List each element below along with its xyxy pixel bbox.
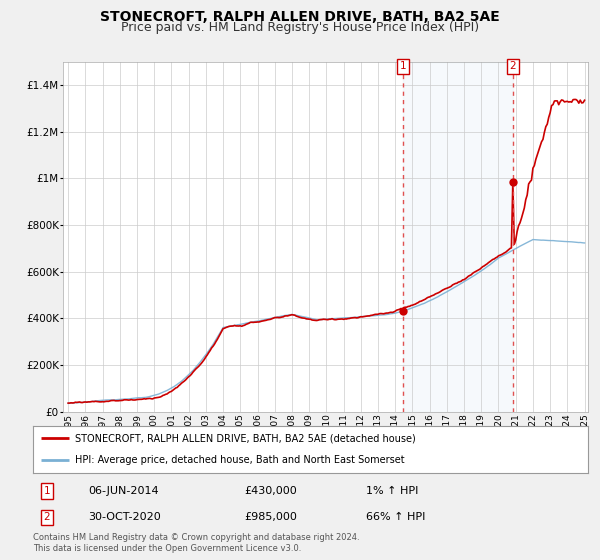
Text: 1: 1 <box>400 61 406 71</box>
Text: £430,000: £430,000 <box>244 486 296 496</box>
Text: 30-OCT-2020: 30-OCT-2020 <box>89 512 161 522</box>
Text: 66% ↑ HPI: 66% ↑ HPI <box>366 512 425 522</box>
Text: 1% ↑ HPI: 1% ↑ HPI <box>366 486 418 496</box>
Text: HPI: Average price, detached house, Bath and North East Somerset: HPI: Average price, detached house, Bath… <box>74 455 404 465</box>
Text: 1: 1 <box>44 486 50 496</box>
Text: Contains HM Land Registry data © Crown copyright and database right 2024.
This d: Contains HM Land Registry data © Crown c… <box>33 533 359 553</box>
Text: 2: 2 <box>44 512 50 522</box>
Text: 06-JUN-2014: 06-JUN-2014 <box>89 486 159 496</box>
Text: STONECROFT, RALPH ALLEN DRIVE, BATH, BA2 5AE: STONECROFT, RALPH ALLEN DRIVE, BATH, BA2… <box>100 10 500 24</box>
Text: 2: 2 <box>509 61 516 71</box>
Text: STONECROFT, RALPH ALLEN DRIVE, BATH, BA2 5AE (detached house): STONECROFT, RALPH ALLEN DRIVE, BATH, BA2… <box>74 433 415 444</box>
Text: Price paid vs. HM Land Registry's House Price Index (HPI): Price paid vs. HM Land Registry's House … <box>121 21 479 34</box>
Bar <box>403 62 513 412</box>
Text: £985,000: £985,000 <box>244 512 297 522</box>
